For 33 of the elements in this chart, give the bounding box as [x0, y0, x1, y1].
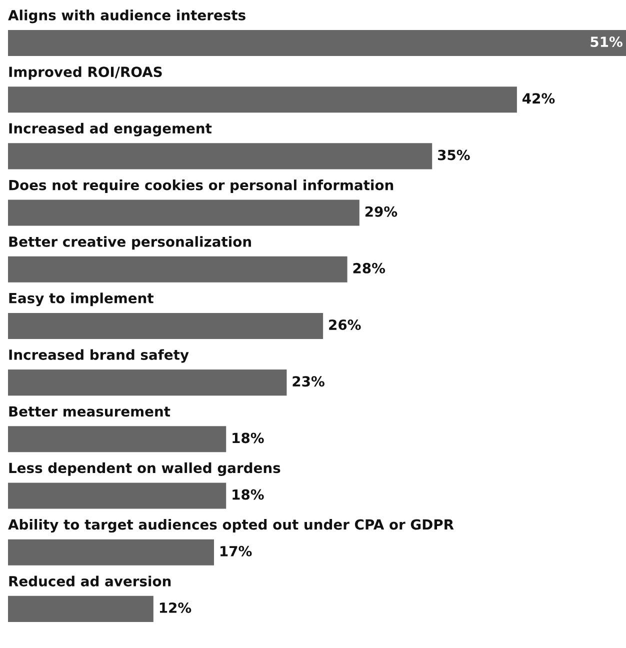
y-tick-label: Ability to target audiences opted out under CPA or GDPR [8, 519, 454, 533]
bar [8, 143, 432, 170]
data-label: 29% [365, 206, 398, 217]
bar [8, 370, 287, 396]
data-label: 28% [353, 262, 386, 274]
y-tick-label: Reduced ad aversion [9, 576, 171, 586]
y-tick-label: Increased brand safety [9, 349, 189, 363]
y-tick-label: Better creative personalization [9, 236, 251, 250]
data-label: 51% [590, 36, 622, 48]
y-tick-label: Easy to implement [9, 292, 154, 306]
bar [8, 596, 154, 622]
bar [8, 312, 324, 339]
bar [8, 86, 517, 113]
y-tick-label: Does not require cookies or personal information [9, 180, 394, 193]
data-label: 35% [438, 150, 470, 160]
y-tick-label: Better measurement [9, 406, 170, 417]
data-label: 26% [329, 320, 361, 330]
bar [8, 30, 626, 56]
data-label: 18% [232, 432, 264, 444]
data-label: 12% [160, 602, 192, 613]
y-tick-label: Less dependent on walled gardens [9, 462, 280, 476]
y-tick-label: Increased ad engagement [9, 122, 212, 136]
y-tick-label: Aligns with audience interests [8, 10, 246, 24]
bar [8, 539, 214, 566]
data-label: 23% [292, 376, 324, 387]
bar [8, 426, 226, 452]
data-label: 17% [220, 546, 252, 556]
data-label: 42% [522, 93, 555, 104]
bar [8, 200, 360, 226]
bar [8, 482, 226, 509]
y-tick-label: Improved ROI/ROAS [9, 66, 162, 80]
data-label: 18% [232, 489, 264, 500]
bar [8, 256, 348, 282]
